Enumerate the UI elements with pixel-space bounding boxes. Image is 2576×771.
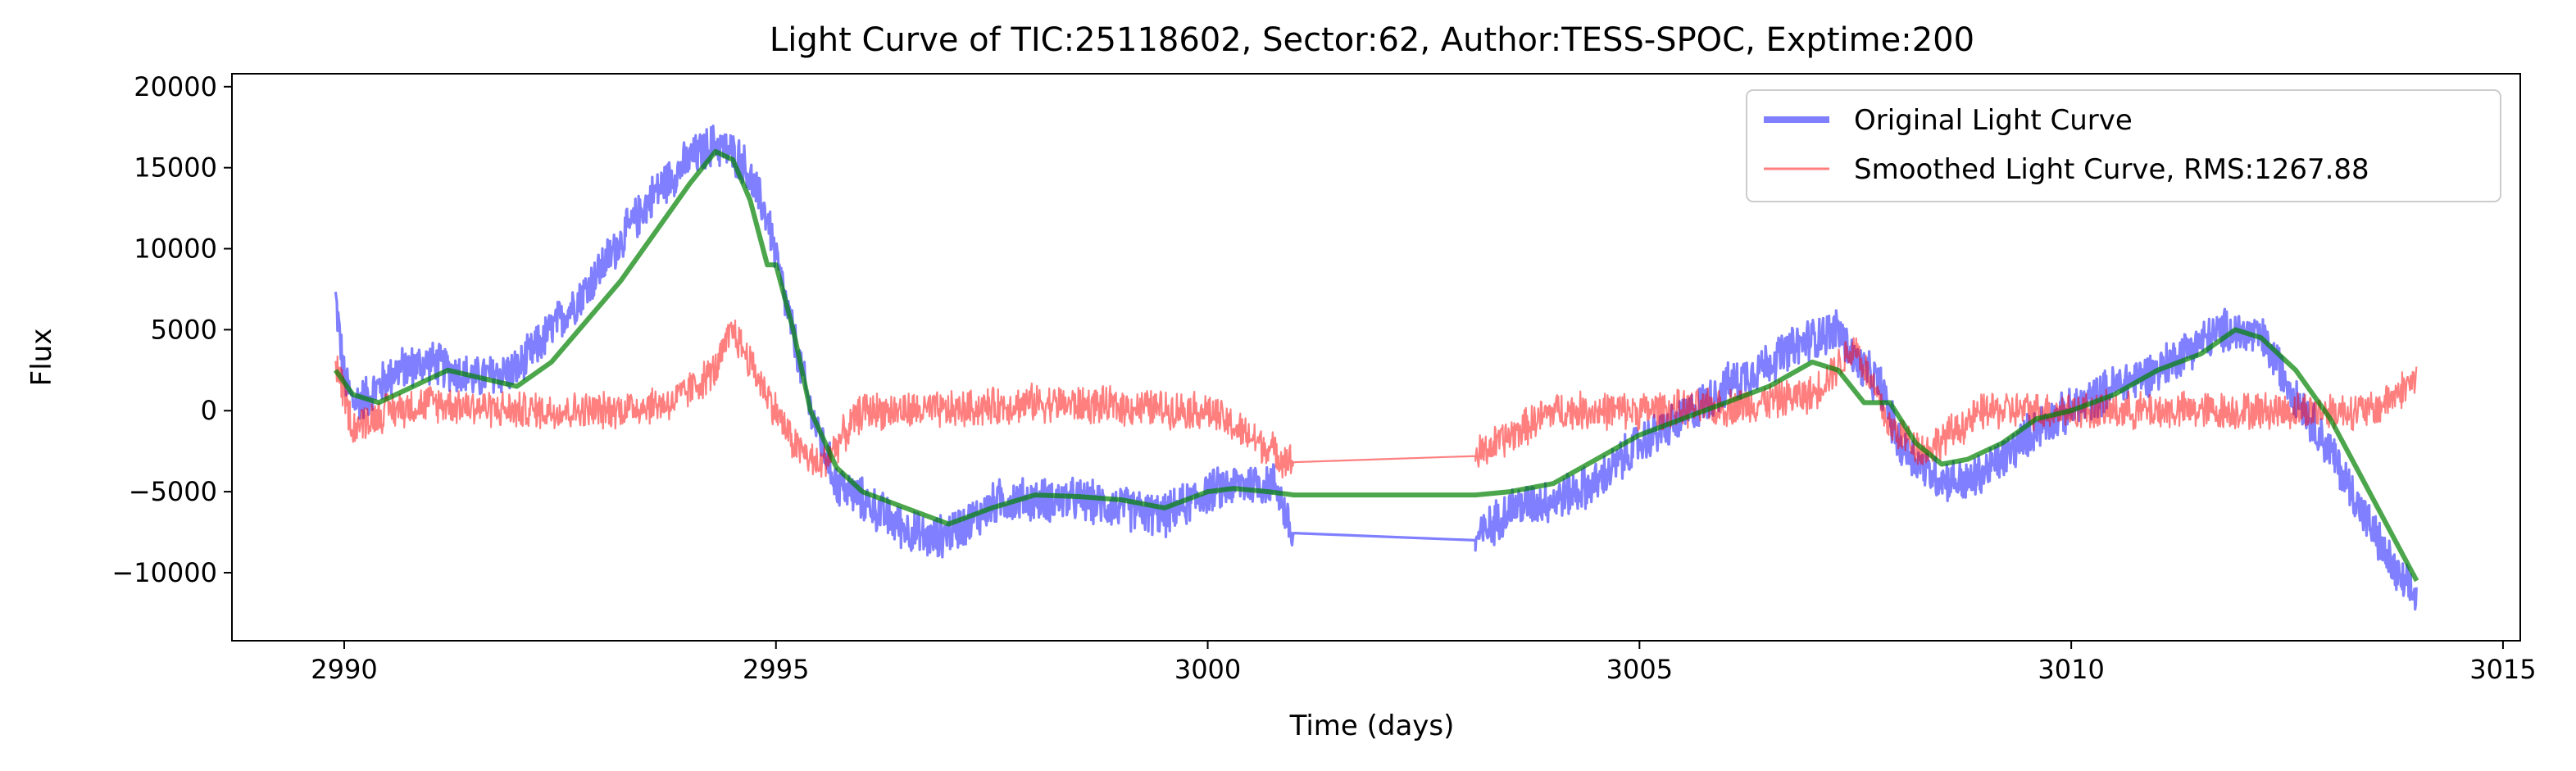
x-tick-label: 3000 xyxy=(1174,654,1241,685)
legend-box xyxy=(1746,89,2501,202)
y-tick-label: −5000 xyxy=(129,476,217,507)
x-tick-label: 3015 xyxy=(2469,654,2536,685)
y-tick-label: 0 xyxy=(201,395,217,426)
trend-line xyxy=(333,148,2419,583)
y-axis-label: Flux xyxy=(25,329,58,387)
y-tick-label: 15000 xyxy=(134,152,217,184)
plot-area xyxy=(333,125,2419,611)
series-layer xyxy=(333,125,2419,611)
legend-label-original: Original Light Curve xyxy=(1854,104,2133,137)
y-tick-label: −10000 xyxy=(111,557,217,588)
plot-frame xyxy=(231,73,2521,642)
legend: Original Light Curve Smoothed Light Curv… xyxy=(1746,89,2501,202)
x-tick-label: 2995 xyxy=(743,654,809,685)
y-tick-label: 20000 xyxy=(134,71,217,102)
smoothed-light-curve xyxy=(334,320,2418,479)
axis-ticks: 2990 2995 3000 3005 3010 3015 −10000 −5000 0 5000… xyxy=(111,71,2536,685)
x-tick-label: 2990 xyxy=(311,654,377,685)
legend-label-smoothed: Smoothed Light Curve, RMS:1267.88 xyxy=(1854,153,2369,186)
chart-title: Light Curve of TIC:25118602, Sector:62, … xyxy=(770,21,1974,59)
x-tick-label: 3010 xyxy=(2038,654,2104,685)
y-tick-label: 5000 xyxy=(151,314,217,345)
x-tick-label: 3005 xyxy=(1606,654,1673,685)
x-axis-label: Time (days) xyxy=(1289,710,1455,742)
y-tick-label: 10000 xyxy=(134,234,217,265)
